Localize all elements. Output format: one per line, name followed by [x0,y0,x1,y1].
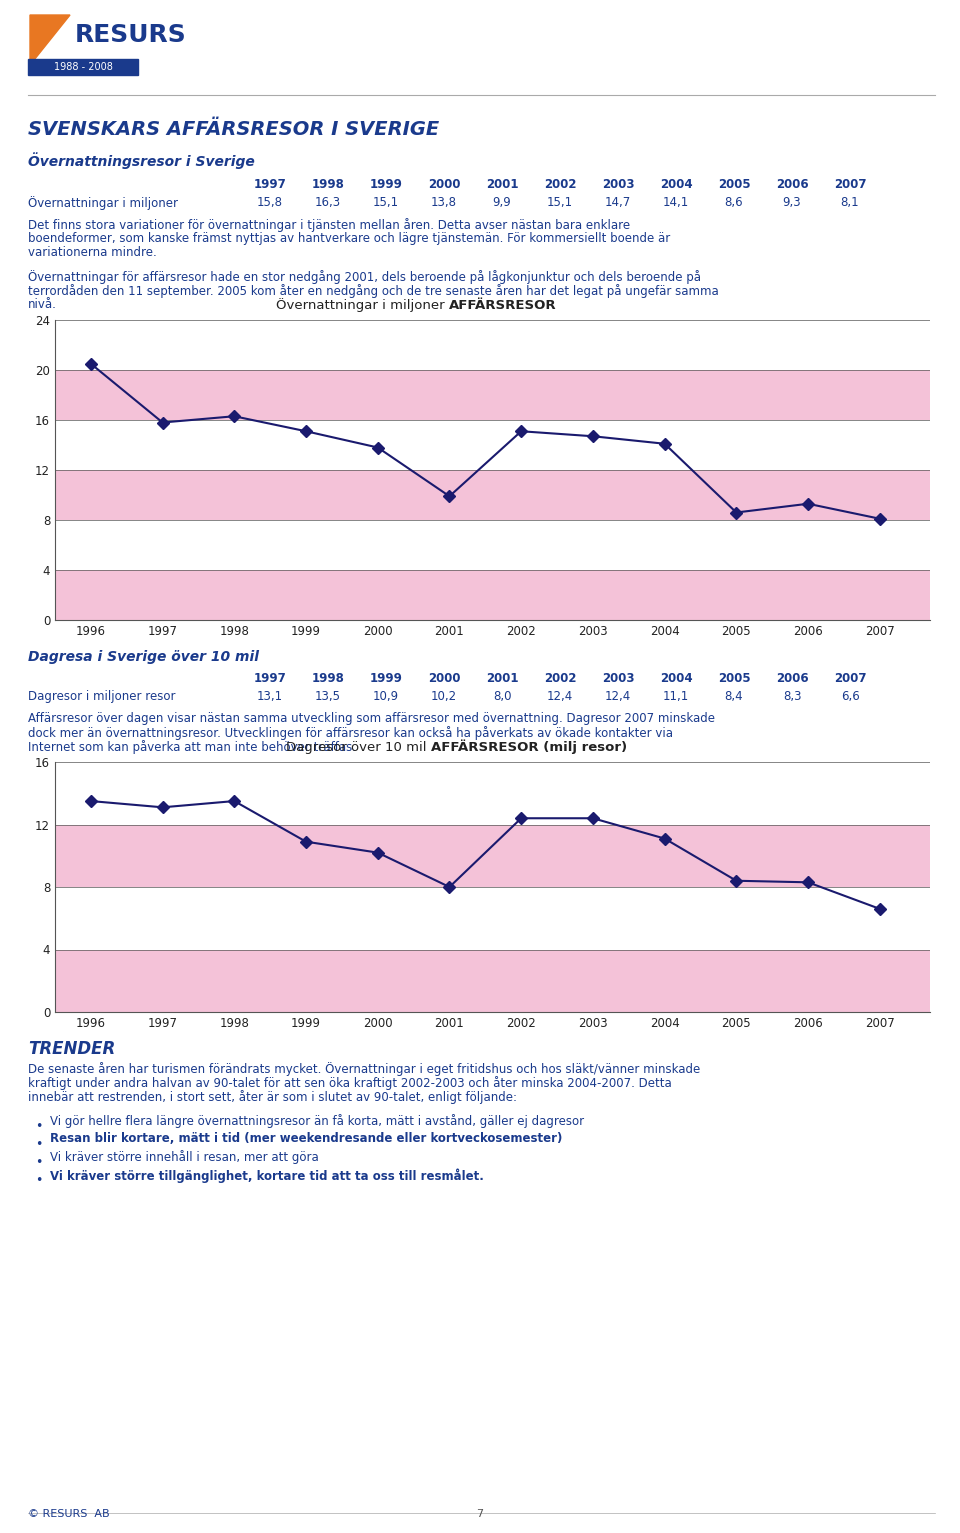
Text: 13,8: 13,8 [431,196,457,208]
Text: innebär att restrenden, i stort sett, åter är som i slutet av 90-talet, enligt f: innebär att restrenden, i stort sett, åt… [28,1090,517,1104]
Text: 2006: 2006 [776,671,808,685]
Text: •: • [35,1174,42,1187]
Text: 7: 7 [476,1508,484,1519]
Text: Affärsresor över dagen visar nästan samma utveckling som affärsresor med övernat: Affärsresor över dagen visar nästan samm… [28,711,715,725]
Text: 14,7: 14,7 [605,196,631,208]
Text: 8,6: 8,6 [725,196,743,208]
Bar [55,369,930,420]
Text: 11,1: 11,1 [662,690,689,704]
Text: AFFÄRSRESOR (milj resor): AFFÄRSRESOR (milj resor) [431,739,628,754]
Text: 15,1: 15,1 [372,196,399,208]
Text: 2001: 2001 [486,178,518,192]
Text: terrordåden den 11 september. 2005 kom åter en nedgång och de tre senaste åren h: terrordåden den 11 september. 2005 kom å… [28,284,719,297]
Text: 14,1: 14,1 [662,196,689,208]
Bar [55,420,930,471]
Text: nivå.: nivå. [28,297,57,311]
Text: 15,8: 15,8 [257,196,283,208]
Text: 2003: 2003 [602,671,635,685]
Text: 13,1: 13,1 [257,690,283,704]
Text: 15,1: 15,1 [547,196,573,208]
Text: 2006: 2006 [776,178,808,192]
Text: 13,5: 13,5 [315,690,341,704]
Bar [55,888,930,949]
Text: 1999: 1999 [370,178,402,192]
Text: Vi kräver större innehåll i resan, mer att göra: Vi kräver större innehåll i resan, mer a… [50,1150,319,1164]
Text: 10,2: 10,2 [431,690,457,704]
Text: 8,3: 8,3 [782,690,802,704]
Text: 12,4: 12,4 [605,690,631,704]
Text: 2005: 2005 [718,671,751,685]
Text: 8,1: 8,1 [841,196,859,208]
Bar [55,520,930,570]
Text: 8,0: 8,0 [492,690,512,704]
Bar [55,471,930,520]
Text: variationerna mindre.: variationerna mindre. [28,245,156,259]
Text: 9,9: 9,9 [492,196,512,208]
Text: 2004: 2004 [660,671,692,685]
Text: De senaste åren har turismen förändrats mycket. Övernattningar i eget fritidshus: De senaste åren har turismen förändrats … [28,1062,700,1076]
Text: RESURS: RESURS [75,23,187,48]
Bar [55,320,930,369]
Text: Övernattningar för affärsresor hade en stor nedgång 2001, dels beroende på lågko: Övernattningar för affärsresor hade en s… [28,270,701,284]
FancyBboxPatch shape [28,58,138,75]
Bar [55,949,930,1012]
Text: 2000: 2000 [428,178,460,192]
Bar [55,825,930,888]
Text: 2003: 2003 [602,178,635,192]
Text: Resan blir kortare, mätt i tid (mer weekendresande eller kortveckosemester): Resan blir kortare, mätt i tid (mer week… [50,1131,563,1145]
Text: Dagresor över 10 mil: Dagresor över 10 mil [286,740,431,754]
Text: Det finns stora variationer för övernattningar i tjänsten mellan åren. Detta avs: Det finns stora variationer för övernatt… [28,218,630,231]
Text: Dagresa i Sverige över 10 mil: Dagresa i Sverige över 10 mil [28,650,259,664]
Text: •: • [35,1137,42,1151]
Text: Övernattningar i miljoner: Övernattningar i miljoner [28,196,178,210]
Text: Vi kräver större tillgänglighet, kortare tid att ta oss till resmålet.: Vi kräver större tillgänglighet, kortare… [50,1168,484,1182]
Text: 1999: 1999 [370,671,402,685]
Text: © RESURS  AB: © RESURS AB [28,1508,109,1519]
Text: boendeformer, som kanske främst nyttjas av hantverkare och lägre tjänstemän. För: boendeformer, som kanske främst nyttjas … [28,231,670,245]
Text: kraftigt under andra halvan av 90-talet för att sen öka kraftigt 2002-2003 och å: kraftigt under andra halvan av 90-talet … [28,1076,672,1090]
Text: 8,4: 8,4 [725,690,743,704]
Text: 1998: 1998 [312,671,345,685]
Text: •: • [35,1156,42,1170]
Text: 2002: 2002 [543,671,576,685]
Polygon shape [30,15,70,64]
Text: 2000: 2000 [428,671,460,685]
Text: 2005: 2005 [718,178,751,192]
Text: 1998: 1998 [312,178,345,192]
Text: SVENSKARS AFFÄRSRESOR I SVERIGE: SVENSKARS AFFÄRSRESOR I SVERIGE [28,120,440,140]
Text: Övernattningar i miljoner: Övernattningar i miljoner [276,297,448,313]
Text: 16,3: 16,3 [315,196,341,208]
Text: Dagresor i miljoner resor: Dagresor i miljoner resor [28,690,176,704]
Text: Övernattningsresor i Sverige: Övernattningsresor i Sverige [28,152,254,169]
Text: AFFÄRSRESOR: AFFÄRSRESOR [448,299,557,313]
Text: 2002: 2002 [543,178,576,192]
Text: 1997: 1997 [253,178,286,192]
Text: •: • [35,1121,42,1133]
Text: Internet som kan påverka att man inte behöver träffas.: Internet som kan påverka att man inte be… [28,740,356,754]
Text: dock mer än övernattningsresor. Utvecklingen för affärsresor kan också ha påverk: dock mer än övernattningsresor. Utveckli… [28,727,673,740]
Text: 1988 - 2008: 1988 - 2008 [54,61,112,72]
Bar [55,762,930,825]
Text: 2004: 2004 [660,178,692,192]
Text: 6,6: 6,6 [841,690,859,704]
Text: TRENDER: TRENDER [28,1039,115,1058]
Text: Vi gör hellre flera längre övernattningsresor än få korta, mätt i avstånd, gälle: Vi gör hellre flera längre övernattnings… [50,1114,584,1128]
Text: 2001: 2001 [486,671,518,685]
Text: 10,9: 10,9 [372,690,399,704]
Bar [55,570,930,619]
Text: 1997: 1997 [253,671,286,685]
Text: 2007: 2007 [833,178,866,192]
Text: 2007: 2007 [833,671,866,685]
Text: 9,3: 9,3 [782,196,802,208]
Text: 12,4: 12,4 [547,690,573,704]
